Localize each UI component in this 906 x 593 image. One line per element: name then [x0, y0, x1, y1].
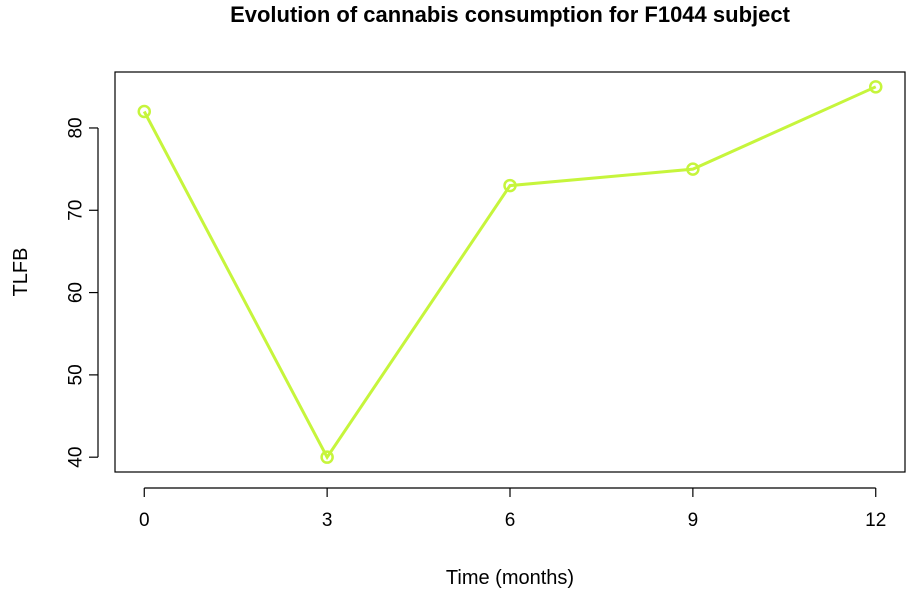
y-tick-label: 80 — [66, 117, 87, 138]
chart-title: Evolution of cannabis consumption for F1… — [230, 2, 791, 27]
data-point — [503, 178, 517, 193]
y-tick-label: 40 — [66, 447, 87, 468]
data-point — [320, 450, 334, 464]
x-tick-label: 3 — [322, 510, 333, 531]
series-line — [142, 85, 877, 461]
data-point — [137, 104, 152, 119]
plot-area-border — [114, 71, 906, 473]
y-axis-label: TLFB — [10, 248, 32, 297]
y-tick-label: 60 — [66, 282, 87, 303]
y-axis: 40 50 60 70 80 — [66, 117, 99, 468]
x-tick-label: 12 — [865, 510, 886, 531]
x-axis: 0 3 6 9 12 — [139, 487, 886, 531]
data-point — [686, 162, 700, 176]
y-tick-label: 50 — [66, 364, 87, 385]
x-axis-label: Time (months) — [446, 567, 574, 589]
data-point — [868, 80, 883, 94]
x-tick-label: 6 — [505, 510, 516, 531]
series-group — [137, 80, 883, 464]
x-tick-label: 0 — [139, 510, 150, 531]
y-tick-label: 70 — [66, 200, 87, 221]
x-tick-label: 9 — [688, 510, 699, 531]
